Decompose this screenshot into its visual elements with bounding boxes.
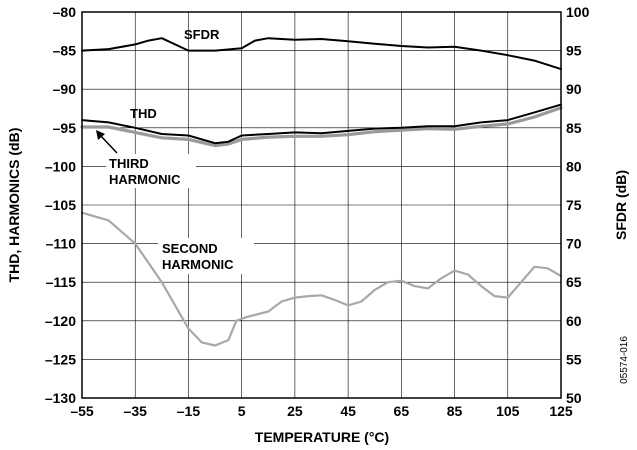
y-left-tick-label: –85	[53, 43, 77, 59]
x-tick-label: –35	[124, 403, 148, 419]
series-line-third-harmonic	[80, 106, 563, 148]
y-right-tick-label: 90	[566, 81, 582, 97]
annotation-third-harmonic: THIRD HARMONIC	[106, 154, 196, 188]
y-left-tick-label: –115	[46, 274, 77, 290]
x-tick-label: 125	[549, 403, 573, 419]
x-tick-label: 65	[394, 403, 410, 419]
arrow-head-icon	[96, 130, 105, 140]
x-tick-label: –55	[70, 403, 94, 419]
annotation-line: HARMONIC	[162, 257, 234, 272]
tick-labels: –55 –35 –15 5 25 45 65 85 105 125 –80 –85 –90 –95 –100…	[45, 4, 590, 419]
annotation-line: HARMONIC	[109, 172, 181, 187]
grid	[81, 11, 562, 399]
y-right-tick-label: 50	[566, 390, 582, 406]
y-left-tick-label: –125	[45, 351, 76, 367]
x-tick-label: –15	[177, 403, 201, 419]
annotation-thd: THD	[130, 106, 157, 121]
y-left-tick-label: –100	[45, 158, 76, 174]
y-axis-right-title: SFDR (dB)	[613, 170, 629, 240]
x-tick-label: 85	[447, 403, 463, 419]
y-right-tick-label: 75	[566, 197, 582, 213]
y-right-tick-label: 80	[566, 158, 582, 174]
annotation-line: SECOND	[162, 241, 218, 256]
series-line-second-harmonic	[80, 211, 563, 347]
y-left-tick-label: –90	[53, 81, 77, 97]
series-line-thd	[81, 103, 562, 145]
annotation-sfdr: SFDR	[184, 27, 220, 42]
y-right-tick-label: 60	[566, 313, 582, 329]
figure-id: 05574-016	[619, 336, 630, 384]
series-line-sfdr	[81, 37, 562, 71]
y-left-tick-label: –95	[53, 120, 77, 136]
x-axis-title: TEMPERATURE (°C)	[255, 429, 389, 445]
y-right-tick-label: 70	[566, 236, 582, 252]
annotation-line: THIRD	[109, 156, 149, 171]
y-left-tick-label: –130	[45, 390, 76, 406]
y-right-tick-label: 95	[566, 43, 582, 59]
arrow-third-harmonic	[99, 134, 118, 154]
y-right-tick-label: 85	[566, 120, 582, 136]
plot-frame	[81, 11, 562, 399]
y-left-tick-label: –80	[53, 4, 77, 20]
y-right-tick-label: 100	[566, 4, 590, 20]
annotation-second-harmonic: SECOND HARMONIC	[158, 238, 254, 274]
y-axis-left-title: THD, HARMONICS (dB)	[6, 128, 22, 283]
y-right-tick-label: 65	[566, 274, 582, 290]
y-left-tick-label: –120	[45, 313, 76, 329]
y-left-tick-label: –105	[45, 197, 76, 213]
y-left-tick-label: –110	[46, 236, 77, 252]
x-tick-label: 105	[496, 403, 520, 419]
x-tick-label: 25	[287, 403, 303, 419]
x-tick-label: 5	[238, 403, 246, 419]
x-tick-label: 45	[340, 403, 356, 419]
series-layer	[80, 37, 563, 347]
y-right-tick-label: 55	[566, 351, 582, 367]
